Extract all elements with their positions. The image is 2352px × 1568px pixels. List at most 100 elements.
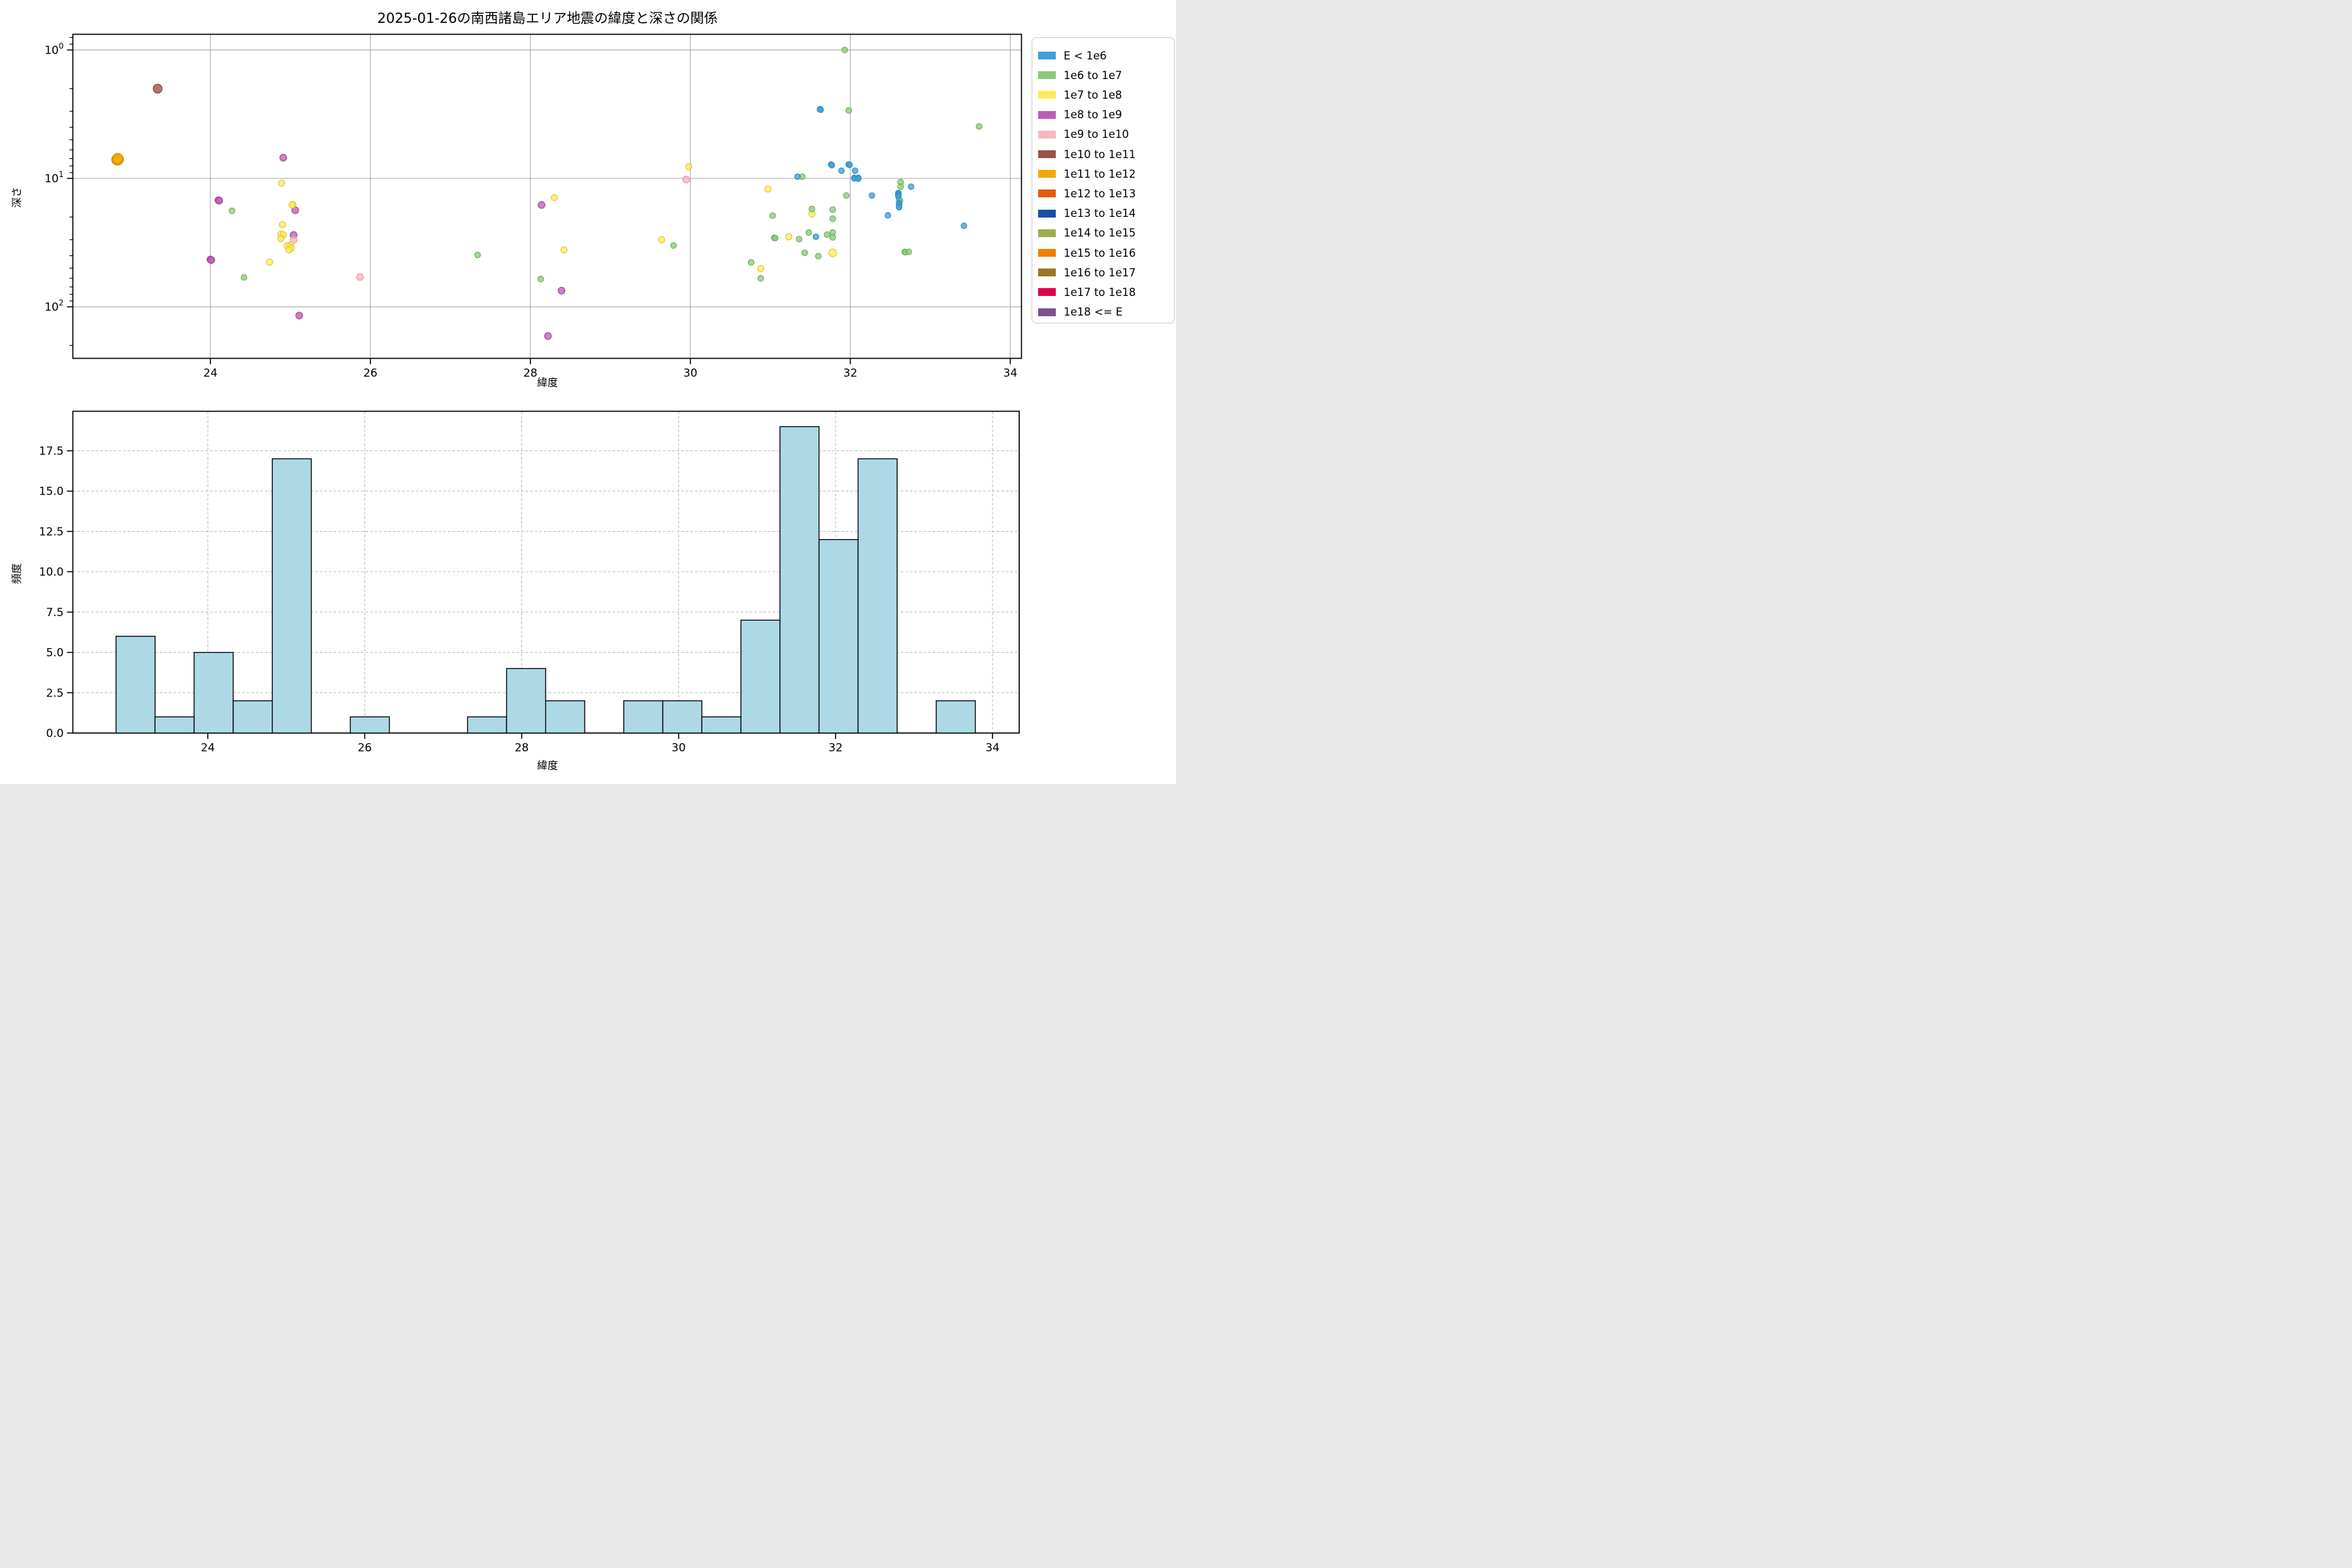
scatter-point (785, 233, 792, 240)
scatter-point (812, 233, 819, 240)
legend-row: E < 1e6 (1038, 46, 1107, 65)
histogram-bar (662, 700, 702, 734)
x-tick-label: 28 (523, 367, 538, 380)
y-tick-label: 2.5 (46, 687, 63, 700)
legend-swatch (1038, 269, 1056, 277)
chart-title: 2025-01-26の南西諸島エリア地震の緯度と深さの関係 (377, 10, 718, 26)
legend-label: 1e8 to 1e9 (1064, 108, 1122, 122)
scatter-point (896, 204, 903, 211)
scatter-point (682, 175, 691, 184)
legend-label: 1e11 to 1e12 (1064, 167, 1136, 180)
bottom-xaxis-label: 緯度 (536, 759, 558, 772)
scatter-point (356, 273, 364, 281)
histogram-bar (779, 426, 820, 734)
y-tick-label: 101 (44, 170, 63, 186)
scatter-point (658, 236, 666, 244)
histogram-bar (818, 539, 859, 734)
scatter-point (112, 153, 123, 165)
legend-row: 1e10 to 1e11 (1038, 144, 1135, 164)
scatter-point (670, 242, 677, 249)
top-yaxis-label: 深さ (10, 186, 24, 208)
scatter-point (152, 84, 163, 94)
x-tick-label: 24 (203, 367, 218, 380)
scatter-point (215, 197, 223, 204)
scatter-point (960, 222, 968, 229)
scatter-points (111, 46, 983, 340)
legend-label: 1e9 to 1e10 (1064, 128, 1129, 141)
histogram-bar (350, 716, 390, 734)
x-tick-label: 28 (515, 742, 529, 755)
histogram-bar (272, 458, 312, 734)
legend-label: 1e10 to 1e11 (1064, 148, 1136, 161)
histogram-bar (466, 716, 508, 734)
legend-swatch (1038, 130, 1056, 139)
legend-swatch (1038, 308, 1056, 316)
scatter-point (829, 215, 836, 222)
legend-label: 1e7 to 1e8 (1064, 88, 1122, 101)
x-tick-label: 24 (201, 742, 215, 755)
y-tick-label: 0.0 (46, 727, 63, 740)
histogram-bar (936, 700, 976, 734)
scatter-point (560, 246, 568, 253)
y-tick-label: 17.5 (39, 445, 64, 458)
legend-swatch (1038, 71, 1056, 80)
scatter-point (289, 236, 298, 244)
scatter-point (907, 183, 915, 190)
scatter-point (285, 246, 293, 254)
histogram-bar (545, 700, 585, 734)
scatter-point (846, 161, 853, 169)
figure: 2025-01-26の南西諸島エリア地震の緯度と深さの関係 24 26 28 30 32… (0, 0, 1176, 784)
histogram-bar (623, 700, 664, 734)
legend-row: 1e8 to 1e9 (1038, 105, 1122, 125)
legend-row: 1e11 to 1e12 (1038, 164, 1135, 184)
legend-swatch (1038, 249, 1056, 257)
legend-label: 1e16 to 1e17 (1064, 266, 1136, 279)
y-tick-label: 10.0 (39, 566, 64, 579)
scatter-point (868, 192, 875, 199)
legend-swatch (1038, 288, 1056, 297)
scatter-point (828, 161, 836, 169)
legend-swatch (1038, 170, 1056, 178)
scatter-point (229, 207, 236, 214)
scatter-point (295, 312, 303, 319)
legend-row: 1e7 to 1e8 (1038, 85, 1122, 105)
legend-row: 1e9 to 1e10 (1038, 125, 1129, 144)
bottom-yaxis-label: 頻度 (10, 563, 24, 585)
scatter-point (772, 235, 779, 242)
scatter-point (537, 276, 544, 283)
scatter-point (769, 212, 776, 220)
y-tick-label: 5.0 (46, 647, 63, 660)
histogram-bar (506, 668, 546, 734)
legend-swatch (1038, 110, 1056, 119)
scatter-point (829, 206, 836, 213)
scatter-point (207, 256, 216, 264)
scatter-point (266, 258, 274, 266)
x-tick-label: 26 (357, 742, 372, 755)
x-tick-label: 32 (843, 367, 858, 380)
histogram-bar (857, 458, 898, 734)
legend-swatch (1038, 52, 1056, 59)
legend-row: 1e18 <= E (1038, 302, 1122, 322)
legend-swatch (1038, 150, 1056, 158)
scatter-point (278, 179, 286, 187)
scatter-point (805, 229, 812, 236)
scatter-point (544, 332, 552, 340)
histogram-bar (154, 716, 195, 734)
scatter-point (885, 212, 891, 219)
scatter-point (838, 167, 845, 174)
histogram-bar (701, 716, 742, 734)
scatter-point (796, 235, 803, 243)
legend-label: 1e15 to 1e16 (1064, 246, 1136, 259)
scatter-point (240, 274, 248, 281)
x-tick-label: 34 (985, 742, 1000, 755)
scatter-point (757, 275, 764, 282)
histogram-bar (233, 700, 273, 734)
scatter-point (551, 193, 558, 201)
x-tick-label: 26 (363, 367, 378, 380)
top-plot: 24 26 28 30 32 34 100 101 102 (44, 33, 1022, 380)
scatter-point (808, 205, 815, 212)
scatter-point (288, 201, 296, 209)
scatter-point (685, 163, 693, 171)
scatter-point (747, 259, 755, 266)
scatter-point (829, 234, 836, 241)
